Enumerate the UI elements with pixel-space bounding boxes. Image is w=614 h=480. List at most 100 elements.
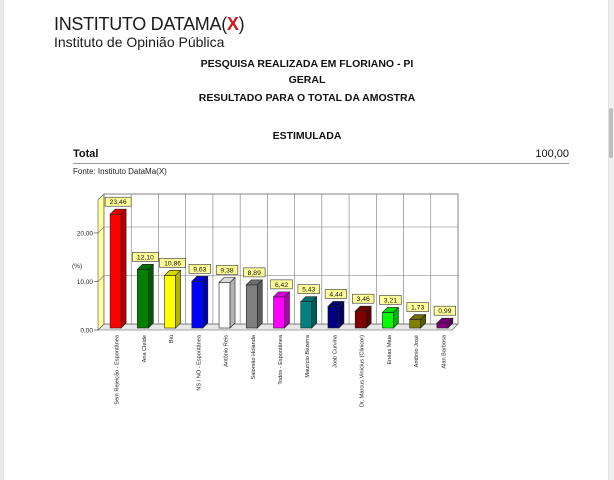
bar: 4,44 Joab Curvina — [324, 289, 348, 368]
bar-side — [284, 291, 290, 329]
bar-top — [354, 305, 372, 312]
y-tick-label: 10,00 — [77, 279, 94, 286]
source-note: Fonte: Instituto DataMa(X) — [73, 167, 167, 176]
value-label: 6,42 — [275, 282, 288, 289]
value-label: 0,99 — [438, 308, 451, 315]
value-label-box — [104, 196, 132, 207]
category-label: Joab Curvina — [332, 334, 338, 368]
logo-prefix: INSTITUTO DATAMA( — [54, 14, 227, 34]
bar-side — [229, 276, 236, 329]
value-label-box — [159, 258, 186, 268]
scrollbar-thumb[interactable] — [609, 108, 613, 158]
survey-result-heading: RESULTADO PARA O TOTAL DA AMOSTRA — [198, 92, 416, 104]
value-label: 1,73 — [411, 305, 424, 312]
value-label-box — [188, 263, 211, 274]
y-axis-label: (%) — [72, 263, 82, 270]
bar-front — [300, 301, 313, 329]
value-label: 9,38 — [220, 268, 233, 275]
bar-side — [311, 295, 318, 329]
bar-front — [409, 319, 421, 329]
category-label: Dr. Marcus Vinícius (Clinicor) — [360, 335, 366, 407]
bar-front — [164, 275, 176, 329]
bar-top — [136, 264, 155, 270]
value-label: 3,46 — [357, 296, 370, 303]
logo-subtitle: Instituto de Opinião Pública — [54, 34, 225, 50]
value-label-box — [132, 252, 159, 262]
bar: 23,46 Sem Rejeição - Espontânea — [104, 196, 132, 405]
survey-scope-heading: GERAL — [288, 74, 326, 86]
value-label: 5,43 — [302, 287, 315, 294]
bar-front — [354, 310, 367, 329]
bar-top — [327, 301, 345, 307]
bar: 9,63 NS / NO - Espontânea — [188, 263, 211, 391]
logo-title: INSTITUTO DATAMA(X) — [54, 14, 245, 34]
logo-x: X — [226, 14, 239, 34]
bar-side — [120, 208, 127, 329]
category-label: Maurício Bezerra — [305, 334, 311, 377]
bar-front — [137, 269, 149, 329]
bar-top — [381, 307, 400, 313]
bar-side — [148, 263, 154, 329]
bar-front — [327, 306, 340, 329]
category-label: Enéas Maia — [387, 334, 393, 364]
category-label: Ana Cleide — [142, 335, 148, 362]
bar: 8,89 Salomão Holanda — [243, 267, 266, 379]
total-row: Total 100,00 — [73, 148, 569, 164]
total-value: 100,00 — [535, 148, 569, 160]
value-label-box — [324, 289, 348, 299]
value-label: 8,89 — [248, 270, 261, 277]
bar-front — [109, 213, 122, 329]
y-tick-label: 20,00 — [77, 231, 94, 238]
value-label: 23,46 — [110, 199, 127, 206]
value-label-box — [215, 265, 239, 275]
value-label: 9,63 — [193, 266, 206, 273]
value-label-box — [352, 293, 375, 304]
window-left-edge — [0, 0, 4, 480]
bar-front — [273, 296, 285, 329]
survey-location-heading: PESQUISA REALIZADA EM FLORIANO - PI — [200, 58, 414, 70]
y-tick-label: 0,00 — [80, 328, 93, 335]
bar-top — [436, 317, 454, 324]
institute-logo: INSTITUTO DATAMA(X) Instituto de Opinião… — [54, 14, 245, 51]
logo-suffix: ) — [238, 14, 245, 34]
bar-front — [382, 312, 394, 329]
gridline-h-side — [97, 226, 105, 234]
bar-top — [163, 270, 182, 276]
bar: 10,86 Biú — [159, 258, 186, 343]
total-label: Total — [73, 148, 99, 160]
bar-top — [109, 208, 127, 215]
bar: 12,10 Ana Cleide — [132, 252, 159, 362]
value-label-box — [433, 305, 456, 316]
bar: 5,43 Maurício Bezerra — [297, 284, 320, 378]
bar-front — [245, 284, 258, 329]
bar-front — [218, 282, 231, 329]
section-title: ESTIMULADA — [272, 130, 342, 142]
bar-top — [272, 291, 291, 298]
bar-top — [300, 296, 318, 302]
category-label: Antônio José — [414, 335, 420, 367]
gridline-h-side — [97, 275, 105, 282]
bar: 6,42 Todos - Espontânea — [270, 279, 293, 385]
bar: 0,99 Alan Barbosa — [433, 305, 456, 369]
bar-top — [245, 279, 263, 286]
bar-top — [408, 314, 427, 320]
bar-side — [256, 279, 263, 329]
bar-top — [218, 277, 236, 283]
category-label: Sem Rejeição - Espontânea — [115, 334, 121, 405]
bar: 1,73 Antônio José — [406, 302, 429, 367]
bar-front — [191, 280, 204, 329]
chart-left-wall — [97, 193, 105, 331]
bar-top — [191, 275, 209, 282]
value-label: 10,86 — [164, 260, 181, 267]
value-label: 3,21 — [384, 297, 397, 304]
bar-side — [202, 275, 209, 329]
value-label-box — [406, 302, 429, 312]
vertical-scrollbar[interactable] — [608, 0, 614, 480]
value-label: 4,44 — [329, 291, 342, 298]
value-label-box — [379, 295, 402, 305]
category-label: Salomão Holanda — [251, 334, 257, 379]
bar: 9,38 Antônio Reis — [215, 265, 239, 367]
category-label: NS / NO - Espontânea — [196, 334, 202, 391]
bar-front — [436, 322, 449, 329]
